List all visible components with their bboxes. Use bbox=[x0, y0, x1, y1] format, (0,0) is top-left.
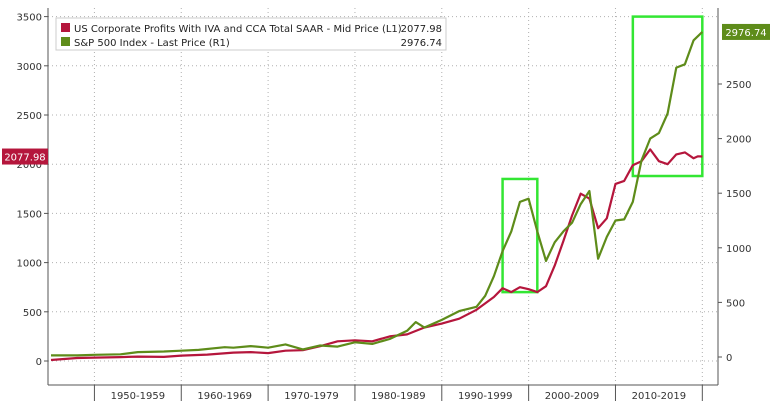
x-tick-label: 2000-2009 bbox=[545, 391, 600, 402]
legend-swatch-sp500 bbox=[61, 37, 70, 46]
left-tick-label: 2000 bbox=[17, 160, 42, 171]
highlight-box-1 bbox=[501, 177, 539, 294]
grid bbox=[48, 8, 718, 385]
series-line-sp500 bbox=[51, 31, 704, 357]
right-tick-label: 2500 bbox=[726, 80, 751, 91]
legend-value-profits: 2077.98 bbox=[401, 24, 442, 35]
right-tick-label: 1500 bbox=[726, 189, 751, 200]
x-tick-label: 1970-1979 bbox=[284, 391, 339, 402]
highlight-boxes bbox=[501, 15, 704, 294]
right-tick-label: 1000 bbox=[726, 244, 751, 255]
right-tick-label: 2000 bbox=[726, 135, 751, 146]
last-value-tags: 2077.98 2976.74 bbox=[2, 23, 770, 165]
x-tick-label: 1960-1969 bbox=[197, 391, 252, 402]
x-axis: 1950-1959 1960-1969 1970-1979 1980-1989 1990… bbox=[48, 384, 718, 402]
x-tick-label: 1990-1999 bbox=[458, 391, 513, 402]
series-layer bbox=[50, 31, 704, 362]
last-tag-profits-bg bbox=[2, 148, 48, 165]
left-tick-label: 3000 bbox=[17, 62, 42, 73]
legend-label-profits: US Corporate Profits With IVA and CCA To… bbox=[74, 24, 402, 35]
left-tick-label: 0 bbox=[36, 357, 42, 368]
legend: US Corporate Profits With IVA and CCA To… bbox=[55, 17, 447, 51]
left-tick-label: 500 bbox=[23, 308, 42, 319]
last-tag-sp500-bg bbox=[722, 23, 770, 40]
last-tag-sp500-value: 2976.74 bbox=[725, 28, 766, 39]
left-axis: 0 500 1000 1500 2000 2500 3000 3500 bbox=[17, 8, 49, 385]
highlight-box-2 bbox=[631, 15, 704, 178]
right-axis: 0 500 1000 1500 2000 2500 bbox=[717, 8, 751, 385]
legend-label-sp500: S&P 500 Index - Last Price (R1) bbox=[74, 38, 230, 49]
x-tick-label: 2010-2019 bbox=[632, 391, 687, 402]
left-tick-label: 2500 bbox=[17, 111, 42, 122]
x-tick-label: 1950-1959 bbox=[111, 391, 166, 402]
right-tick-label: 500 bbox=[726, 298, 745, 309]
left-tick-label: 3500 bbox=[17, 13, 42, 24]
legend-value-sp500: 2976.74 bbox=[401, 38, 442, 49]
legend-background bbox=[55, 17, 447, 51]
left-tick-label: 1500 bbox=[17, 209, 42, 220]
x-tick-label: 1980-1989 bbox=[371, 391, 426, 402]
last-tag-profits-value: 2077.98 bbox=[4, 153, 45, 164]
legend-swatch-profits bbox=[61, 23, 70, 32]
right-tick-label: 0 bbox=[726, 353, 732, 364]
left-tick-label: 1000 bbox=[17, 259, 42, 270]
